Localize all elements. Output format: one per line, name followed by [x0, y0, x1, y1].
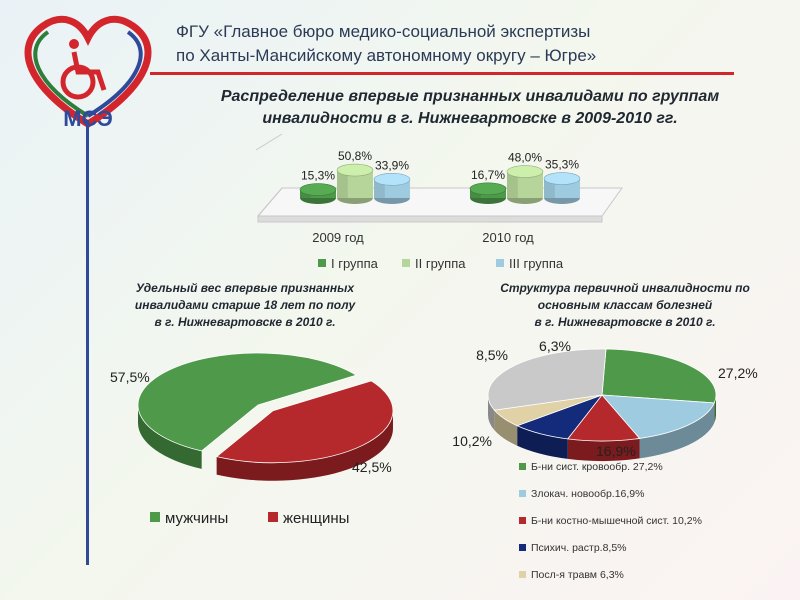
pie-label: 8,5%	[476, 347, 508, 363]
bar-chart-floor-edge	[257, 215, 603, 223]
org-title: ФГУ «Главное бюро медико-социальной эксп…	[176, 20, 596, 68]
bar-shade	[544, 178, 555, 198]
pie-slice-side	[517, 425, 568, 459]
bar-top	[336, 163, 374, 177]
legend-label: III группа	[509, 256, 564, 271]
disease-title-line3: в г. Нижневартовске в 2010 г.	[534, 315, 716, 329]
mse-logo: МСЭ	[24, 15, 152, 131]
pie-slice-side	[138, 405, 202, 469]
legend-swatch	[402, 259, 410, 267]
legend-swatch	[519, 544, 526, 551]
legend-swatch	[519, 571, 526, 578]
bar-value-label: 50,8%	[338, 149, 372, 163]
heart-inner-green	[33, 30, 90, 118]
pie-label: 42,5%	[352, 459, 392, 475]
pie-slice-side	[639, 402, 715, 459]
bar-chart-back-line	[255, 133, 283, 151]
bar-top	[543, 172, 581, 185]
legend-swatch	[268, 512, 278, 522]
legend-swatch	[519, 463, 526, 470]
main-title-line1: Распределение впервые признанных инвалид…	[220, 88, 720, 105]
group-bar-chart: 15,3%50,8%33,9% 2009 год 16,7%48,0% 35,3% 20…	[255, 133, 623, 271]
disease-chart-title: Структура первичной инвалидности по осно…	[470, 280, 780, 331]
gender-title-line1: Удельный вес впервые признанных	[135, 281, 355, 295]
pie-label: 6,3%	[539, 338, 571, 354]
gender-title-line2: инвалидами старше 18 лет по полу	[134, 298, 356, 312]
bar-top	[469, 182, 507, 196]
pie-slice-side	[216, 410, 393, 481]
bar-top	[506, 165, 544, 178]
pie-slice	[137, 352, 358, 452]
bar-top	[299, 183, 337, 196]
gender-chart-title: Удельный вес впервые признанных инвалида…	[100, 280, 390, 331]
wheelchair-icon	[60, 51, 107, 100]
disease-title-line1: Структура первичной инвалидности по	[500, 281, 750, 295]
header-divider	[150, 72, 734, 75]
legend-label: Б-ни сист. кровообр. 27,2%	[531, 461, 663, 473]
pie-slice-side	[494, 410, 518, 446]
org-title-line1: ФГУ «Главное бюро медико-социальной эксп…	[176, 22, 591, 41]
bar-category-label: 2010 год	[482, 230, 534, 245]
pie-slice-side	[567, 438, 640, 462]
bar-chart-axis-line	[257, 187, 283, 217]
side-divider	[86, 120, 89, 565]
pie-slice	[601, 348, 717, 404]
pie-slice	[601, 394, 715, 439]
legend-swatch	[519, 517, 526, 524]
legend-swatch	[318, 259, 326, 267]
disease-title-line2: основным классам болезней	[537, 298, 713, 312]
bar-value-label: 16,7%	[471, 168, 505, 182]
legend-label: Посл-я травм 6,3%	[531, 569, 624, 581]
heart-inner-blue	[86, 30, 143, 118]
bar-value-label: 35,3%	[545, 158, 579, 172]
bar-shade	[374, 179, 385, 198]
disease-pie-chart: 27,2% 16,9% 10,2% 8,5% 6,3% Б-ни сист. кровоо…	[452, 338, 757, 581]
bar-value-label: 15,3%	[301, 169, 335, 183]
legend-swatch	[496, 259, 504, 267]
main-title: Распределение впервые признанных инвалид…	[170, 86, 770, 130]
org-title-line2: по Ханты-Мансийскому автономному округу …	[176, 46, 597, 65]
pie-label: 10,2%	[452, 433, 492, 449]
pie-slice	[567, 394, 641, 442]
main-title-line2: инвалидности в г. Нижневартовске в 2009-…	[262, 110, 678, 127]
wheelchair-head-icon	[69, 39, 79, 49]
bar-shade	[337, 170, 348, 198]
bar-category-label: 2009 год	[312, 230, 364, 245]
pie-label: 57,5%	[110, 369, 150, 385]
gender-pie-chart: 57,5% 42,5% мужчины женщины	[110, 352, 394, 527]
heart-outline	[24, 15, 152, 129]
legend-label: I группа	[331, 256, 379, 271]
legend-swatch	[150, 512, 160, 522]
legend-swatch	[519, 490, 526, 497]
pie-slice	[487, 348, 607, 411]
pie-label: 16,9%	[596, 443, 636, 459]
legend-label: женщины	[283, 510, 349, 527]
legend-label: II группа	[415, 256, 466, 271]
bar-value-label: 48,0%	[508, 151, 542, 165]
bar-value-label: 33,9%	[375, 158, 409, 172]
legend-label: Б-ни костно-мышечной сист. 10,2%	[531, 515, 702, 527]
bar-top	[373, 173, 411, 186]
pie-slice	[215, 380, 394, 464]
legend-label: мужчины	[165, 510, 228, 527]
gender-title-line3: в г. Нижневартовске в 2010 г.	[154, 315, 336, 329]
pie-slice-side	[488, 395, 495, 431]
legend-label: Психич. растр.8,5%	[531, 542, 627, 554]
bar-shade	[507, 171, 518, 198]
pie-label: 27,2%	[718, 365, 758, 381]
legend-label: Злокач. новообр.16,9%	[531, 488, 645, 500]
